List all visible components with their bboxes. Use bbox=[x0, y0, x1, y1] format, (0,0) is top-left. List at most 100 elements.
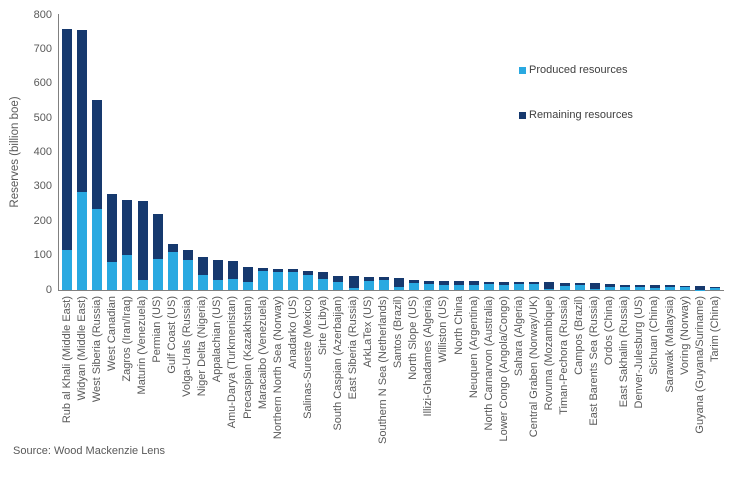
bar-remaining-segment bbox=[273, 269, 284, 273]
bar-produced-segment bbox=[559, 285, 570, 290]
x-axis-label: Appalachian (US) bbox=[211, 296, 224, 383]
bar-remaining-segment bbox=[619, 284, 630, 287]
y-tick-label-800: 800 bbox=[33, 8, 52, 21]
bar-produced-segment bbox=[363, 280, 374, 290]
x-axis-line bbox=[58, 290, 724, 291]
bar-produced-segment bbox=[393, 287, 404, 290]
bar-remaining-segment bbox=[649, 284, 660, 288]
legend-item-remaining: Remaining resources bbox=[519, 109, 633, 121]
bar-remaining-segment bbox=[454, 281, 465, 285]
bar-remaining-segment bbox=[333, 275, 344, 282]
bar-produced-segment bbox=[212, 280, 223, 290]
x-axis-label: Timan-Pechora (Russia) bbox=[558, 296, 570, 415]
bar-remaining-segment bbox=[574, 282, 585, 286]
bar-remaining-segment bbox=[243, 266, 254, 283]
x-axis-label: Amu-Darya (Turkmenistan) bbox=[226, 296, 239, 429]
x-axis-label: Anadarko (US) bbox=[286, 296, 299, 369]
bar-produced-segment bbox=[92, 209, 103, 290]
x-axis-label: Voring (Norway) bbox=[678, 296, 691, 375]
x-axis-label: Rub al Khali (Middle East) bbox=[60, 296, 73, 424]
bar-remaining-segment bbox=[288, 269, 299, 273]
remaining-resources-swatch-icon bbox=[519, 111, 526, 119]
bar-produced-segment bbox=[469, 285, 480, 290]
x-axis-label: ArkLaTex (US) bbox=[362, 296, 375, 368]
bar-produced-segment bbox=[303, 274, 314, 290]
y-tick-label-600: 600 bbox=[33, 77, 52, 90]
x-axis-label: North China bbox=[452, 296, 465, 355]
bar-remaining-segment bbox=[303, 270, 314, 275]
bar-remaining-segment bbox=[559, 282, 570, 286]
x-axis-label: Ordos (China) bbox=[603, 296, 616, 366]
bar-produced-segment bbox=[499, 284, 510, 290]
bar-produced-segment bbox=[589, 288, 600, 290]
x-axis-label: Maracaibo (Venezuela) bbox=[256, 296, 269, 410]
bar-produced-segment bbox=[574, 285, 585, 290]
bar-produced-segment bbox=[454, 284, 465, 290]
bar-remaining-segment bbox=[680, 285, 691, 287]
bar-remaining-segment bbox=[393, 277, 404, 288]
bar-produced-segment bbox=[604, 286, 615, 290]
bar-produced-segment bbox=[680, 286, 691, 290]
bar-remaining-segment bbox=[604, 283, 615, 287]
bar-remaining-segment bbox=[258, 268, 269, 271]
bar-remaining-segment bbox=[363, 276, 374, 281]
y-tick-label-300: 300 bbox=[33, 180, 52, 193]
bar-remaining-segment bbox=[634, 284, 645, 287]
y-tick-label-0: 0 bbox=[45, 283, 52, 296]
x-axis-label: Southern N Sea (Netherlands) bbox=[377, 296, 390, 444]
bar-remaining-segment bbox=[695, 286, 706, 290]
legend-label-remaining: Remaining resources bbox=[529, 109, 633, 121]
bar-remaining-segment bbox=[212, 260, 223, 281]
x-axis-label: Sirte (Libya) bbox=[316, 296, 329, 356]
x-axis-label: Denver-Julesburg (US) bbox=[633, 296, 646, 409]
bar-produced-segment bbox=[710, 288, 721, 290]
bar-produced-segment bbox=[318, 278, 329, 290]
bar-produced-segment bbox=[378, 279, 389, 290]
bar-produced-segment bbox=[243, 282, 254, 290]
bar-produced-segment bbox=[227, 279, 238, 290]
bar-produced-segment bbox=[438, 284, 449, 290]
bar-remaining-segment bbox=[137, 201, 148, 281]
x-axis-label: Gulf Coast (US) bbox=[166, 296, 179, 374]
x-axis-label: Zagros (Iran/Iraq) bbox=[120, 296, 133, 382]
bar-produced-segment bbox=[152, 259, 163, 290]
bar-remaining-segment bbox=[227, 260, 238, 279]
x-axis-label: Illizi-Ghadames (Algeria) bbox=[422, 296, 435, 417]
y-tick-label-200: 200 bbox=[33, 214, 52, 227]
bar-remaining-segment bbox=[484, 281, 495, 284]
bar-produced-segment bbox=[634, 286, 645, 290]
x-axis-label: Salinas-Sureste (Mexico) bbox=[301, 296, 314, 419]
bar-produced-segment bbox=[273, 272, 284, 290]
bar-remaining-segment bbox=[469, 281, 480, 286]
bar-produced-segment bbox=[423, 284, 434, 290]
x-axis-label: Campos (Brazil) bbox=[573, 296, 586, 375]
bar-produced-segment bbox=[544, 289, 555, 290]
bar-remaining-segment bbox=[197, 256, 208, 276]
bar-remaining-segment bbox=[514, 282, 525, 285]
bar-remaining-segment bbox=[182, 249, 193, 260]
bar-produced-segment bbox=[137, 280, 148, 290]
bar-remaining-segment bbox=[122, 200, 133, 256]
x-axis-label: South Caspian (Azerbaijan) bbox=[331, 296, 344, 431]
x-axis-label: Rovuma (Mozambique) bbox=[542, 296, 555, 411]
bar-remaining-segment bbox=[92, 99, 103, 210]
x-axis-label: North Carnarvon (Australia) bbox=[482, 296, 495, 431]
bar-produced-segment bbox=[182, 259, 193, 290]
x-axis-label: Maturin (Venezuela) bbox=[136, 296, 149, 395]
source-note: Source: Wood Mackenzie Lens bbox=[13, 445, 166, 457]
x-axis-label: North Slope (US) bbox=[407, 296, 420, 380]
x-axis-label: Lower Congo (Angola/Congo) bbox=[497, 296, 510, 442]
bar-produced-segment bbox=[484, 283, 495, 290]
bar-remaining-segment bbox=[499, 282, 510, 285]
x-axis-label: East Sakhalin (Russia) bbox=[618, 296, 631, 408]
bar-produced-segment bbox=[258, 270, 269, 290]
bar-produced-segment bbox=[333, 281, 344, 290]
legend-item-produced: Produced resources bbox=[519, 64, 633, 76]
x-axis-label: East Barents Sea (Russia) bbox=[588, 296, 601, 426]
bar-remaining-segment bbox=[438, 281, 449, 285]
bar-produced-segment bbox=[665, 286, 675, 290]
bar-produced-segment bbox=[514, 284, 525, 290]
x-axis-label: Widyan (Middle East) bbox=[75, 296, 88, 401]
y-tick-label-500: 500 bbox=[33, 111, 52, 124]
